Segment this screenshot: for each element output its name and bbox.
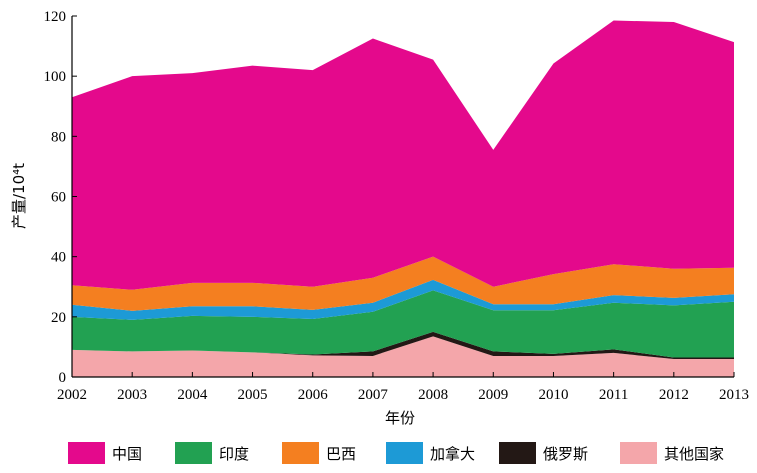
legend-swatch (68, 442, 105, 464)
y-tick-label: 80 (51, 129, 66, 145)
legend-label: 其他国家 (664, 445, 724, 463)
x-tick-label: 2013 (719, 387, 749, 403)
x-tick-label: 2005 (238, 387, 268, 403)
x-tick-label: 2009 (478, 387, 508, 403)
legend-label: 加拿大 (430, 445, 475, 463)
y-tick-label: 120 (44, 9, 67, 25)
legend-label: 巴西 (326, 445, 356, 463)
x-tick-label: 2007 (358, 387, 389, 403)
legend: 中国 印度 巴西 加拿大 俄罗斯 其他国家 (68, 442, 724, 464)
x-tick-label: 2002 (57, 387, 87, 403)
area-series-3 (72, 279, 734, 320)
y-tick-label: 100 (44, 69, 67, 85)
legend-swatch (175, 442, 212, 464)
legend-swatch (620, 442, 657, 464)
area-series-0 (72, 336, 734, 377)
x-tick-label: 2012 (659, 387, 689, 403)
x-tick-label: 2003 (117, 387, 147, 403)
x-tick-label: 2010 (538, 387, 568, 403)
y-tick-label: 0 (59, 370, 67, 386)
axes: 0 20 40 60 80 100 120 2002 2003 2004 2005 2006 2007 2… (44, 9, 750, 403)
x-axis-title: 年份 (385, 409, 415, 427)
area-series-1 (72, 331, 734, 359)
y-tick-label: 60 (51, 190, 66, 206)
area-series-2 (72, 290, 734, 358)
x-tick-label: 2004 (177, 387, 208, 403)
y-tick-label: 20 (51, 310, 66, 326)
area-series-5 (72, 20, 734, 290)
area-layers (72, 20, 734, 377)
y-tick-label: 40 (51, 250, 66, 266)
y-axis-title: 产量/10⁴t (10, 163, 28, 229)
x-tick-label: 2006 (298, 387, 329, 403)
legend-swatch (499, 442, 536, 464)
area-series-4 (72, 256, 734, 311)
legend-label: 中国 (112, 445, 142, 463)
x-tick-label: 2008 (418, 387, 448, 403)
legend-label: 俄罗斯 (543, 445, 588, 463)
legend-swatch (386, 442, 423, 464)
legend-swatch (282, 442, 319, 464)
x-tick-label: 2011 (599, 387, 628, 403)
legend-label: 印度 (219, 445, 249, 463)
